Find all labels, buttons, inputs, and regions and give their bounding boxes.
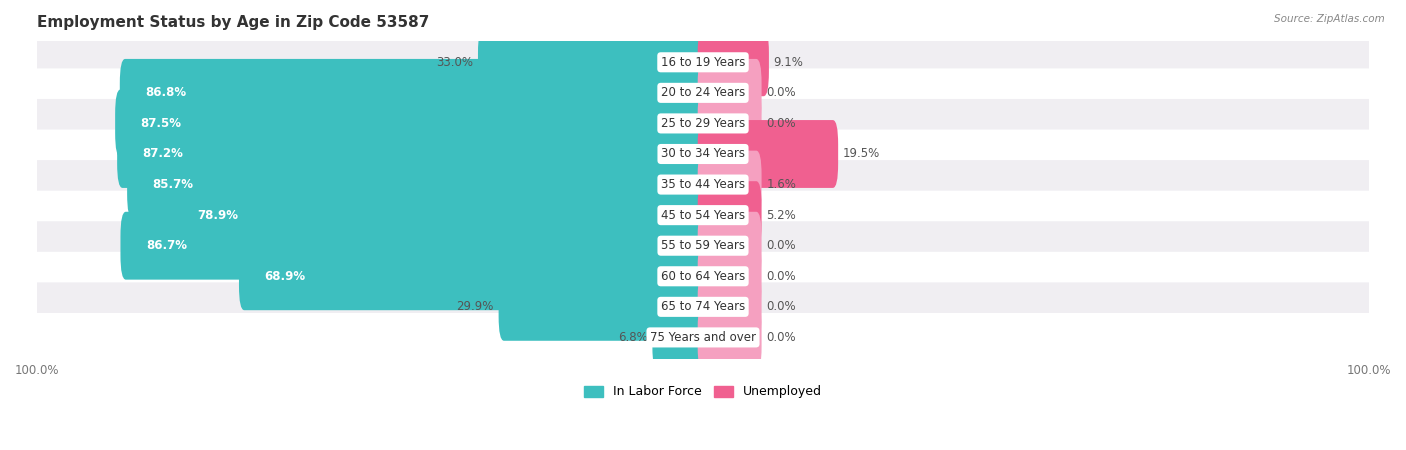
FancyBboxPatch shape <box>35 252 1371 301</box>
FancyBboxPatch shape <box>697 243 762 310</box>
FancyBboxPatch shape <box>35 38 1371 87</box>
Legend: In Labor Force, Unemployed: In Labor Force, Unemployed <box>579 380 827 404</box>
Text: 0.0%: 0.0% <box>766 270 796 283</box>
Text: 5.2%: 5.2% <box>766 209 796 222</box>
Text: 86.8%: 86.8% <box>145 86 186 99</box>
FancyBboxPatch shape <box>35 68 1371 117</box>
FancyBboxPatch shape <box>499 273 709 341</box>
FancyBboxPatch shape <box>173 181 709 249</box>
FancyBboxPatch shape <box>35 313 1371 362</box>
Text: 0.0%: 0.0% <box>766 239 796 252</box>
FancyBboxPatch shape <box>697 212 762 279</box>
Text: 68.9%: 68.9% <box>264 270 305 283</box>
FancyBboxPatch shape <box>478 28 709 96</box>
FancyBboxPatch shape <box>127 151 709 219</box>
FancyBboxPatch shape <box>35 99 1371 148</box>
Text: 16 to 19 Years: 16 to 19 Years <box>661 56 745 69</box>
Text: 78.9%: 78.9% <box>198 209 239 222</box>
Text: 60 to 64 Years: 60 to 64 Years <box>661 270 745 283</box>
FancyBboxPatch shape <box>115 90 709 158</box>
FancyBboxPatch shape <box>120 59 709 127</box>
Text: 9.1%: 9.1% <box>773 56 803 69</box>
FancyBboxPatch shape <box>697 59 762 127</box>
Text: 85.7%: 85.7% <box>152 178 194 191</box>
FancyBboxPatch shape <box>697 28 769 96</box>
Text: 29.9%: 29.9% <box>457 300 494 313</box>
Text: 19.5%: 19.5% <box>842 148 880 161</box>
Text: 87.5%: 87.5% <box>141 117 181 130</box>
Text: 87.2%: 87.2% <box>142 148 183 161</box>
FancyBboxPatch shape <box>35 283 1371 331</box>
Text: 86.7%: 86.7% <box>146 239 187 252</box>
Text: 20 to 24 Years: 20 to 24 Years <box>661 86 745 99</box>
FancyBboxPatch shape <box>117 120 709 188</box>
FancyBboxPatch shape <box>697 303 762 371</box>
Text: 0.0%: 0.0% <box>766 117 796 130</box>
FancyBboxPatch shape <box>652 303 709 371</box>
Text: 55 to 59 Years: 55 to 59 Years <box>661 239 745 252</box>
FancyBboxPatch shape <box>697 151 762 219</box>
FancyBboxPatch shape <box>35 130 1371 179</box>
Text: 35 to 44 Years: 35 to 44 Years <box>661 178 745 191</box>
FancyBboxPatch shape <box>697 273 762 341</box>
FancyBboxPatch shape <box>121 212 709 279</box>
FancyBboxPatch shape <box>239 243 709 310</box>
Text: 1.6%: 1.6% <box>766 178 796 191</box>
FancyBboxPatch shape <box>697 90 762 158</box>
Text: 65 to 74 Years: 65 to 74 Years <box>661 300 745 313</box>
Text: Source: ZipAtlas.com: Source: ZipAtlas.com <box>1274 14 1385 23</box>
Text: Employment Status by Age in Zip Code 53587: Employment Status by Age in Zip Code 535… <box>37 15 430 30</box>
Text: 0.0%: 0.0% <box>766 300 796 313</box>
FancyBboxPatch shape <box>35 221 1371 270</box>
Text: 30 to 34 Years: 30 to 34 Years <box>661 148 745 161</box>
Text: 45 to 54 Years: 45 to 54 Years <box>661 209 745 222</box>
Text: 25 to 29 Years: 25 to 29 Years <box>661 117 745 130</box>
FancyBboxPatch shape <box>35 160 1371 209</box>
Text: 0.0%: 0.0% <box>766 331 796 344</box>
FancyBboxPatch shape <box>697 181 762 249</box>
Text: 6.8%: 6.8% <box>619 331 648 344</box>
FancyBboxPatch shape <box>697 120 838 188</box>
Text: 0.0%: 0.0% <box>766 86 796 99</box>
Text: 33.0%: 33.0% <box>436 56 474 69</box>
Text: 75 Years and over: 75 Years and over <box>650 331 756 344</box>
FancyBboxPatch shape <box>35 191 1371 239</box>
